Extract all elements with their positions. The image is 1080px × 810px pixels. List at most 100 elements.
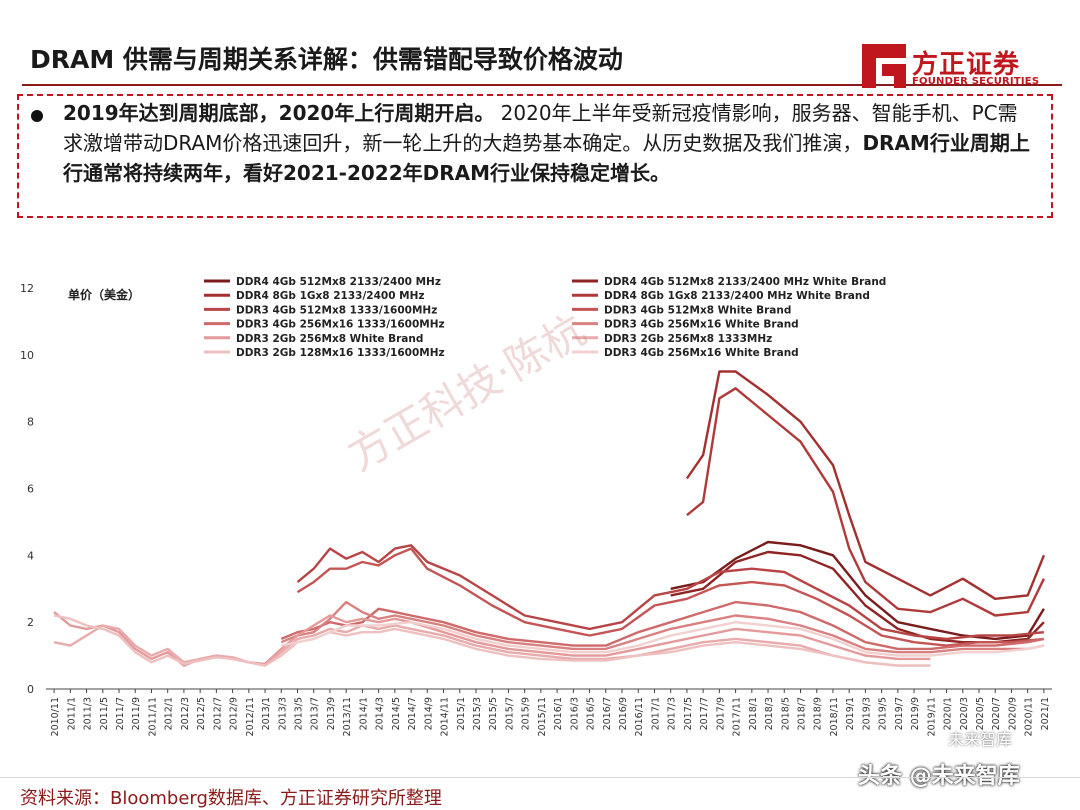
y-tick-label: 10 [20, 349, 34, 362]
legend-label: DDR4 8Gb 1Gx8 2133/2400 MHz White Brand [604, 290, 870, 302]
x-tick-label: 2019/11 [926, 697, 937, 736]
series-line-6 [296, 547, 1045, 647]
bullet-icon [31, 110, 43, 122]
x-tick-label: 2012/11 [245, 697, 256, 736]
x-tick-label: 2013/9 [326, 697, 337, 730]
x-tick-label: 2017/5 [683, 697, 694, 730]
legend-label: DDR3 4Gb 512Mx8 1333/1600MHz [236, 304, 437, 316]
x-tick-label: 2015/1 [456, 697, 467, 730]
x-tick-label: 2019/3 [861, 697, 872, 730]
x-tick-label: 2016/3 [569, 697, 580, 730]
legend-label: DDR3 2Gb 256Mx8 1333MHz [604, 333, 772, 345]
x-tick-label: 2020/9 [1007, 697, 1018, 730]
overlay-top: 未来智库 [948, 730, 1013, 749]
founder-logo: 方正证券 FOUNDER SECURITIES [862, 44, 1047, 90]
summary-text: 2019年达到周期底部，2020年上行周期开启。 2020年上半年受新冠疫情影响… [63, 98, 1033, 188]
x-tick-label: 2011/7 [115, 697, 126, 730]
series-line-1 [670, 540, 1045, 641]
x-tick-label: 2018/7 [797, 697, 808, 730]
x-tick-label: 2013/1 [261, 697, 272, 730]
x-tick-label: 2013/7 [310, 697, 321, 730]
legend-label: DDR4 4Gb 512Mx8 2133/2400 MHz [236, 276, 441, 288]
summary-lead: 2019年达到周期底部，2020年上行周期开启。 [63, 101, 495, 125]
x-tick-label: 2014/3 [375, 697, 386, 730]
series-line-5 [296, 544, 1045, 641]
y-tick-label: 6 [27, 483, 34, 496]
x-tick-label: 2020/5 [975, 697, 986, 730]
x-tick-label: 2015/7 [504, 697, 515, 730]
x-tick-label: 2011/3 [83, 697, 94, 730]
x-tick-label: 2017/7 [699, 697, 710, 730]
x-tick-label: 2018/11 [829, 697, 840, 736]
page-title: DRAM 供需与周期关系详解：供需错配导致价格波动 [30, 45, 623, 74]
logo-subtitle: FOUNDER SECURITIES [912, 76, 1040, 87]
y-tick-label: 8 [27, 416, 34, 429]
x-tick-label: 2011/1 [66, 697, 77, 730]
summary-box: 2019年达到周期底部，2020年上行周期开启。 2020年上半年受新冠疫情影响… [17, 94, 1053, 218]
x-tick-label: 2012/1 [164, 697, 175, 730]
x-tick-label: 2016/5 [586, 697, 597, 730]
series-line-3 [685, 370, 1046, 600]
legend-label: DDR3 4Gb 256Mx16 White Brand [604, 319, 799, 331]
x-tick-label: 2020/1 [943, 697, 954, 730]
x-tick-label: 2012/7 [212, 697, 223, 730]
legend-label: DDR3 2Gb 256Mx8 White Brand [236, 333, 423, 345]
x-tick-label: 2014/1 [358, 697, 369, 730]
series-line-9 [53, 611, 931, 667]
x-tick-label: 2017/11 [732, 697, 743, 736]
x-tick-label: 2017/9 [715, 697, 726, 730]
logo-name: 方正证券 [912, 50, 1021, 80]
y-tick-label: 4 [27, 549, 34, 562]
legend-label: DDR3 4Gb 512Mx8 White Brand [604, 304, 791, 316]
x-tick-label: 2017/1 [650, 697, 661, 730]
summary-body: 2020年上半年受新冠疫情影响，服务器、智能手机、PC需求激增带动DRAM价格迅… [63, 101, 1018, 155]
legend-label: DDR3 2Gb 128Mx16 1333/1600MHz [236, 347, 445, 359]
series-line-11 [53, 614, 931, 667]
x-tick-label: 2015/5 [488, 697, 499, 730]
overlay-bottom: 头条 @未来智库 [858, 764, 1020, 789]
x-tick-label: 2014/11 [440, 697, 451, 736]
x-tick-label: 2010/11 [50, 697, 61, 736]
y-tick-label: 0 [27, 683, 34, 696]
series-line-7 [280, 600, 1045, 651]
x-tick-label: 2016/1 [553, 697, 564, 730]
series-line-12 [281, 621, 1045, 657]
x-tick-label: 2014/5 [391, 697, 402, 730]
y-tick-label: 12 [20, 282, 34, 295]
x-tick-label: 2013/3 [277, 697, 288, 730]
x-tick-label: 2019/5 [878, 697, 889, 730]
x-tick-label: 2014/7 [407, 697, 418, 730]
summary-conclusion: DRAM行业周期上行通常将持续两年，看好2021-2022年DRAM行业保持稳定… [63, 131, 1030, 185]
x-tick-label: 2012/3 [180, 697, 191, 730]
legend-label: DDR4 4Gb 512Mx8 2133/2400 MHz White Bran… [604, 276, 886, 288]
x-tick-label: 2016/9 [618, 697, 629, 730]
x-tick-label: 2015/11 [537, 697, 548, 736]
y-axis-label: 单价（美金） [68, 287, 140, 302]
legend-label: DDR3 4Gb 256Mx16 1333/1600MHz [236, 319, 445, 331]
legend-label: DDR3 4Gb 256Mx16 White Brand [604, 347, 799, 359]
x-tick-label: 2020/11 [1024, 697, 1035, 736]
founder-logo-icon [862, 44, 906, 88]
x-tick-label: 2011/5 [99, 697, 110, 730]
legend-label: DDR4 8Gb 1Gx8 2133/2400 MHz [236, 290, 425, 302]
x-tick-label: 2011/9 [131, 697, 142, 730]
series-line-8 [280, 600, 1045, 654]
x-tick-label: 2015/3 [472, 697, 483, 730]
y-tick-label: 2 [27, 616, 34, 629]
x-tick-label: 2019/7 [894, 697, 905, 730]
x-tick-label: 2018/3 [764, 697, 775, 730]
x-tick-label: 2020/7 [991, 697, 1002, 730]
x-tick-label: 2014/9 [423, 697, 434, 730]
x-tick-label: 2020/3 [959, 697, 970, 730]
source-note: 资料来源：Bloomberg数据库、方正证券研究所整理 [20, 788, 442, 809]
title-divider [22, 84, 1062, 86]
x-tick-label: 2013/5 [294, 697, 305, 730]
x-tick-label: 2011/11 [147, 697, 158, 736]
x-tick-label: 2016/7 [602, 697, 613, 730]
footer-divider [0, 777, 1080, 778]
x-tick-label: 2018/1 [748, 697, 759, 730]
x-tick-label: 2016/11 [634, 697, 645, 736]
x-tick-label: 2019/9 [910, 697, 921, 730]
x-tick-label: 2017/3 [667, 697, 678, 730]
x-tick-label: 2021/1 [1040, 697, 1051, 730]
